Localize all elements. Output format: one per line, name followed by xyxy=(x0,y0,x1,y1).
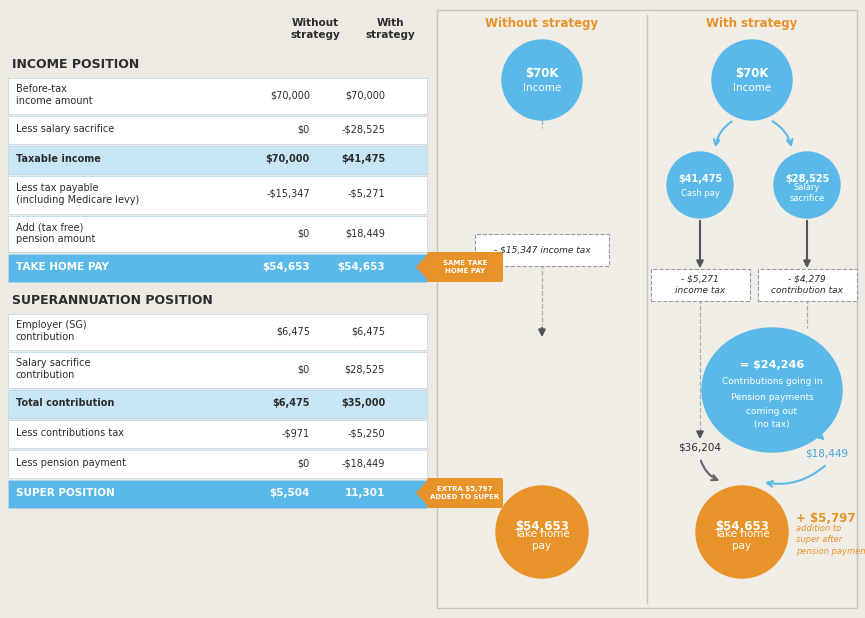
Text: (no tax): (no tax) xyxy=(754,420,790,430)
Text: $41,475: $41,475 xyxy=(341,154,385,164)
Text: Total contribution: Total contribution xyxy=(16,398,114,408)
Text: -$15,347: -$15,347 xyxy=(266,189,310,199)
Ellipse shape xyxy=(702,328,842,452)
Text: $28,525: $28,525 xyxy=(344,364,385,374)
Text: $70K: $70K xyxy=(735,67,769,80)
Text: + $5,797: + $5,797 xyxy=(796,512,855,525)
Text: -$5,250: -$5,250 xyxy=(348,428,385,438)
FancyBboxPatch shape xyxy=(8,352,427,388)
Text: 11,301: 11,301 xyxy=(345,488,385,498)
Text: Take home
pay: Take home pay xyxy=(714,529,770,551)
Text: Without strategy: Without strategy xyxy=(485,17,599,30)
Text: Employer (SG)
contribution: Employer (SG) contribution xyxy=(16,320,86,342)
Ellipse shape xyxy=(496,486,588,578)
Text: Less tax payable
(including Medicare levy): Less tax payable (including Medicare lev… xyxy=(16,183,139,205)
Text: TAKE HOME PAY: TAKE HOME PAY xyxy=(16,262,109,272)
Text: $54,653: $54,653 xyxy=(715,520,769,533)
FancyArrow shape xyxy=(417,254,429,280)
FancyBboxPatch shape xyxy=(475,234,609,266)
Text: $0: $0 xyxy=(298,228,310,238)
Text: $70K: $70K xyxy=(525,67,559,80)
Text: Salary sacrifice
contribution: Salary sacrifice contribution xyxy=(16,358,91,380)
Text: SUPERANNUATION POSITION: SUPERANNUATION POSITION xyxy=(12,294,213,307)
Text: = $24,246: = $24,246 xyxy=(740,360,804,370)
Text: -$971: -$971 xyxy=(282,428,310,438)
Text: $18,449: $18,449 xyxy=(805,449,849,459)
Text: $6,475: $6,475 xyxy=(272,398,310,408)
FancyArrow shape xyxy=(417,480,429,506)
FancyBboxPatch shape xyxy=(437,10,857,608)
Text: $70,000: $70,000 xyxy=(270,90,310,100)
FancyBboxPatch shape xyxy=(8,116,427,144)
FancyBboxPatch shape xyxy=(427,478,503,508)
FancyBboxPatch shape xyxy=(8,389,427,418)
Text: Less salary sacrifice: Less salary sacrifice xyxy=(16,124,114,134)
Text: Taxable income: Taxable income xyxy=(16,154,101,164)
Text: $54,653: $54,653 xyxy=(337,262,385,272)
Text: SAME TAKE
HOME PAY: SAME TAKE HOME PAY xyxy=(443,260,487,274)
Text: With
strategy: With strategy xyxy=(365,18,415,40)
Text: - $4,279
contribution tax: - $4,279 contribution tax xyxy=(771,275,843,295)
FancyBboxPatch shape xyxy=(8,145,427,174)
Text: With strategy: With strategy xyxy=(707,17,798,30)
Text: $36,204: $36,204 xyxy=(678,443,721,453)
Text: $0: $0 xyxy=(298,124,310,134)
Text: $70,000: $70,000 xyxy=(345,90,385,100)
Text: Pension payments: Pension payments xyxy=(731,394,813,402)
FancyBboxPatch shape xyxy=(8,449,427,478)
Text: $28,525: $28,525 xyxy=(785,174,830,184)
Text: - $5,271
income tax: - $5,271 income tax xyxy=(675,275,725,295)
FancyBboxPatch shape xyxy=(8,216,427,252)
Text: addition to
super after
pension payment: addition to super after pension payment xyxy=(796,525,865,556)
Text: Without
strategy: Without strategy xyxy=(290,18,340,40)
Ellipse shape xyxy=(667,152,733,218)
FancyBboxPatch shape xyxy=(8,77,427,114)
FancyBboxPatch shape xyxy=(650,269,749,301)
FancyBboxPatch shape xyxy=(8,253,427,282)
FancyBboxPatch shape xyxy=(8,480,427,508)
Text: $6,475: $6,475 xyxy=(351,326,385,336)
Text: - $15,347 income tax: - $15,347 income tax xyxy=(494,245,590,255)
Text: -$28,525: -$28,525 xyxy=(341,124,385,134)
Text: Less pension payment: Less pension payment xyxy=(16,458,126,468)
Text: INCOME POSITION: INCOME POSITION xyxy=(12,58,139,71)
FancyBboxPatch shape xyxy=(8,313,427,350)
Text: Take home
pay: Take home pay xyxy=(514,529,570,551)
Text: Contributions going in: Contributions going in xyxy=(721,378,823,386)
FancyBboxPatch shape xyxy=(427,252,503,282)
Text: $18,449: $18,449 xyxy=(345,228,385,238)
Text: Less contributions tax: Less contributions tax xyxy=(16,428,124,438)
FancyBboxPatch shape xyxy=(8,420,427,448)
FancyBboxPatch shape xyxy=(758,269,856,301)
Text: $6,475: $6,475 xyxy=(276,326,310,336)
Text: SUPER POSITION: SUPER POSITION xyxy=(16,488,115,498)
Ellipse shape xyxy=(502,40,582,120)
Text: Before-tax
income amount: Before-tax income amount xyxy=(16,84,93,106)
Text: $35,000: $35,000 xyxy=(341,398,385,408)
Text: -$18,449: -$18,449 xyxy=(342,458,385,468)
Text: Income: Income xyxy=(522,83,561,93)
Text: Income: Income xyxy=(733,83,771,93)
Text: $5,504: $5,504 xyxy=(270,488,310,498)
FancyBboxPatch shape xyxy=(8,176,427,214)
Text: Add (tax free)
pension amount: Add (tax free) pension amount xyxy=(16,222,95,243)
Text: $54,653: $54,653 xyxy=(515,520,569,533)
Text: $0: $0 xyxy=(298,364,310,374)
Text: $41,475: $41,475 xyxy=(678,174,722,184)
Text: -$5,271: -$5,271 xyxy=(348,189,385,199)
Text: EXTRA $5,797
ADDED TO SUPER: EXTRA $5,797 ADDED TO SUPER xyxy=(431,486,500,500)
Text: Salary
sacrifice: Salary sacrifice xyxy=(790,184,824,203)
Text: $0: $0 xyxy=(298,458,310,468)
Text: $54,653: $54,653 xyxy=(262,262,310,272)
Text: Cash pay: Cash pay xyxy=(681,188,720,198)
Text: coming out: coming out xyxy=(746,407,798,417)
Ellipse shape xyxy=(712,40,792,120)
Text: $70,000: $70,000 xyxy=(266,154,310,164)
Ellipse shape xyxy=(774,152,840,218)
Ellipse shape xyxy=(696,486,788,578)
